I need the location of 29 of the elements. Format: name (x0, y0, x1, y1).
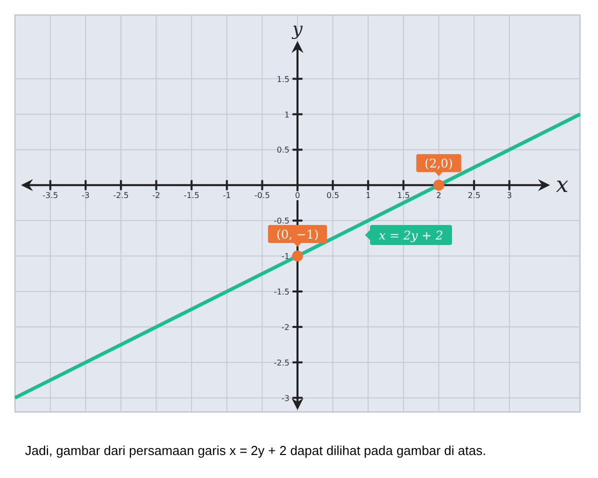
x-tick-label: 1 (366, 191, 371, 200)
x-tick-label: -2.5 (113, 191, 129, 200)
y-tick-label: 1.5 (276, 74, 290, 84)
x-tick-label: 0 (294, 191, 300, 200)
x-tick-label: -1.5 (184, 191, 200, 200)
x-tick-label: -0.5 (254, 191, 270, 200)
x-tick-label: -1 (222, 191, 231, 200)
y-tick-label: 0.5 (276, 146, 290, 155)
y-tick-label: -2.5 (274, 358, 290, 368)
y-tick-label: -3 (282, 394, 290, 403)
annotation: x = 2y + 2 (378, 228, 444, 242)
x-tick-label: 1.5 (397, 191, 410, 200)
x-tick-label: 0.5 (326, 191, 340, 200)
y-tick-label: -1.5 (274, 287, 290, 296)
x-axis-title: x (556, 173, 569, 198)
x-tick-label: 2 (436, 191, 442, 200)
y-tick-label: 1 (284, 110, 290, 120)
y-tick-label: -0.5 (274, 216, 290, 226)
annotation: (2,0) (424, 156, 453, 171)
x-tick-label: 2.5 (468, 191, 480, 200)
x-tick-label: -2 (152, 191, 160, 200)
y-tick-label: -2 (282, 322, 290, 332)
text: Jadi, gambar dari persamaan garis x = 2y + 2 dapat dilihat pada gambar di atas. (25, 443, 486, 458)
y-tick-label: -1 (282, 252, 290, 262)
annotation: (0, −1) (276, 228, 319, 242)
x-tick-label: -3.5 (42, 191, 58, 200)
x-tick-label: -3 (82, 191, 90, 200)
x-tick-label: 3 (506, 191, 512, 200)
y-axis-title: y (291, 19, 304, 40)
